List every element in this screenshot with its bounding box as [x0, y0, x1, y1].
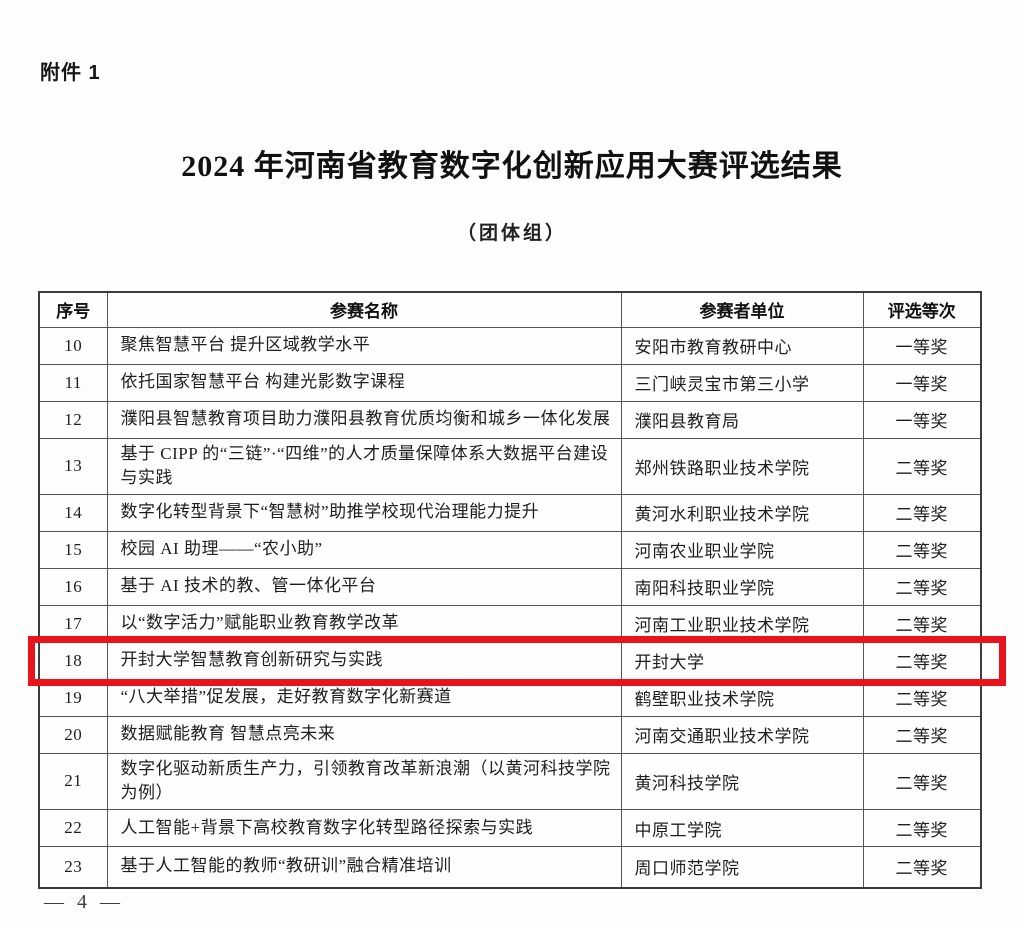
row-number: 23 — [38, 846, 108, 889]
award-level: 二等奖 — [862, 846, 982, 889]
table-row: 12 濮阳县智慧教育项目助力濮阳县教育优质均衡和城乡一体化发展 濮阳县教育局 一等奖 — [38, 400, 982, 439]
participant-org: 黄河水利职业技术学院 — [620, 493, 864, 532]
entry-name: 校园 AI 助理——“农小助” — [106, 530, 622, 569]
table-row: 10 聚焦智慧平台 提升区域教学水平 安阳市教育教研中心 一等奖 — [38, 326, 982, 365]
row-number: 15 — [38, 530, 108, 569]
participant-org: 河南农业职业学院 — [620, 530, 864, 569]
award-level: 二等奖 — [862, 567, 982, 606]
participant-org: 河南工业职业技术学院 — [620, 604, 864, 643]
award-level: 二等奖 — [862, 493, 982, 532]
award-level: 一等奖 — [862, 400, 982, 439]
table-row: 11 依托国家智慧平台 构建光影数字课程 三门峡灵宝市第三小学 一等奖 — [38, 363, 982, 402]
row-number: 11 — [38, 363, 108, 402]
entry-name: 基于 AI 技术的教、管一体化平台 — [106, 567, 622, 606]
award-level: 二等奖 — [862, 752, 982, 811]
participant-org: 安阳市教育教研中心 — [620, 326, 864, 365]
entry-name: 濮阳县智慧教育项目助力濮阳县教育优质均衡和城乡一体化发展 — [106, 400, 622, 439]
award-level: 二等奖 — [862, 604, 982, 643]
page-number: — 4 — — [44, 891, 124, 913]
row-number: 18 — [38, 641, 108, 680]
award-level: 二等奖 — [862, 715, 982, 754]
award-level: 二等奖 — [862, 530, 982, 569]
entry-name: 人工智能+背景下高校教育数字化转型路径探索与实践 — [106, 809, 622, 848]
participant-org: 三门峡灵宝市第三小学 — [620, 363, 864, 402]
award-level: 二等奖 — [862, 641, 982, 680]
award-level: 一等奖 — [862, 326, 982, 365]
participant-org: 濮阳县教育局 — [620, 400, 864, 439]
entry-name: 基于 CIPP 的“三链”·“四维”的人才质量保障体系大数据平台建设与实践 — [106, 437, 622, 495]
row-number: 14 — [38, 493, 108, 532]
participant-org: 周口师范学院 — [620, 846, 864, 889]
participant-org: 开封大学 — [620, 641, 864, 680]
table-row: 13 基于 CIPP 的“三链”·“四维”的人才质量保障体系大数据平台建设与实践郑… — [38, 437, 982, 495]
award-level: 二等奖 — [862, 678, 982, 717]
table-row: 14 数字化转型背景下“智慧树”助推学校现代治理能力提升 黄河水利职业技术学院 二等奖 — [38, 493, 982, 532]
table-header-row: 序号 参赛名称 参赛者单位 评选等次 — [38, 291, 982, 328]
page-title: 2024 年河南省教育数字化创新应用大赛评选结果 — [181, 150, 843, 183]
award-level: 二等奖 — [862, 809, 982, 848]
column-header-1: 参赛名称 — [106, 291, 622, 328]
table-body: 10 聚焦智慧平台 提升区域教学水平 安阳市教育教研中心 一等奖 11 依托国家智慧平台 … — [38, 326, 982, 889]
row-number: 12 — [38, 400, 108, 439]
table-row: 17 以“数字活力”赋能职业教育教学改革 河南工业职业技术学院 二等奖 — [38, 604, 982, 643]
column-header-2: 参赛者单位 — [620, 291, 864, 328]
row-number: 10 — [38, 326, 108, 365]
entry-name: 开封大学智慧教育创新研究与实践 — [106, 641, 622, 680]
participant-org: 鹤壁职业技术学院 — [620, 678, 864, 717]
row-number: 16 — [38, 567, 108, 606]
award-level: 二等奖 — [862, 437, 982, 495]
row-number: 19 — [38, 678, 108, 717]
entry-name: 基于人工智能的教师“教研训”融合精准培训 — [106, 846, 622, 889]
entry-name: 数字化驱动新质生产力，引领教育改革新浪潮（以黄河科技学院为例） — [106, 752, 622, 811]
row-number: 13 — [38, 437, 108, 495]
column-header-3: 评选等次 — [862, 291, 982, 328]
table-row: 18 开封大学智慧教育创新研究与实践 开封大学 二等奖 — [38, 641, 982, 680]
award-level: 一等奖 — [862, 363, 982, 402]
table-row: 22 人工智能+背景下高校教育数字化转型路径探索与实践 中原工学院 二等奖 — [38, 809, 982, 848]
table-row: 23 基于人工智能的教师“教研训”融合精准培训 周口师范学院 二等奖 — [38, 846, 982, 889]
entry-name: 数据赋能教育 智慧点亮未来 — [106, 715, 622, 754]
row-number: 21 — [38, 752, 108, 811]
table-row: 20 数据赋能教育 智慧点亮未来 河南交通职业技术学院 二等奖 — [38, 715, 982, 754]
entry-name: 聚焦智慧平台 提升区域教学水平 — [106, 326, 622, 365]
participant-org: 河南交通职业技术学院 — [620, 715, 864, 754]
table-row: 19 “八大举措”促发展，走好教育数字化新赛道 鹤壁职业技术学院 二等奖 — [38, 678, 982, 717]
column-header-0: 序号 — [38, 291, 108, 328]
participant-org: 郑州铁路职业技术学院 — [620, 437, 864, 495]
entry-name: 以“数字活力”赋能职业教育教学改革 — [106, 604, 622, 643]
entry-name: “八大举措”促发展，走好教育数字化新赛道 — [106, 678, 622, 717]
entry-name: 依托国家智慧平台 构建光影数字课程 — [106, 363, 622, 402]
participant-org: 南阳科技职业学院 — [620, 567, 864, 606]
participant-org: 中原工学院 — [620, 809, 864, 848]
row-number: 17 — [38, 604, 108, 643]
entry-name: 数字化转型背景下“智慧树”助推学校现代治理能力提升 — [106, 493, 622, 532]
row-number: 20 — [38, 715, 108, 754]
page-subtitle: （团体组） — [456, 223, 567, 244]
table-row: 16 基于 AI 技术的教、管一体化平台 南阳科技职业学院 二等奖 — [38, 567, 982, 606]
results-table: 序号 参赛名称 参赛者单位 评选等次 10 聚焦智慧平台 提升区域教学水平 安阳市教育教研… — [38, 291, 982, 889]
table-row: 15 校园 AI 助理——“农小助” 河南农业职业学院 二等奖 — [38, 530, 982, 569]
participant-org: 黄河科技学院 — [620, 752, 864, 811]
table-row: 21 数字化驱动新质生产力，引领教育改革新浪潮（以黄河科技学院为例） 黄河科技学院二… — [38, 752, 982, 811]
attachment-label: 附件 1 — [40, 62, 101, 84]
row-number: 22 — [38, 809, 108, 848]
